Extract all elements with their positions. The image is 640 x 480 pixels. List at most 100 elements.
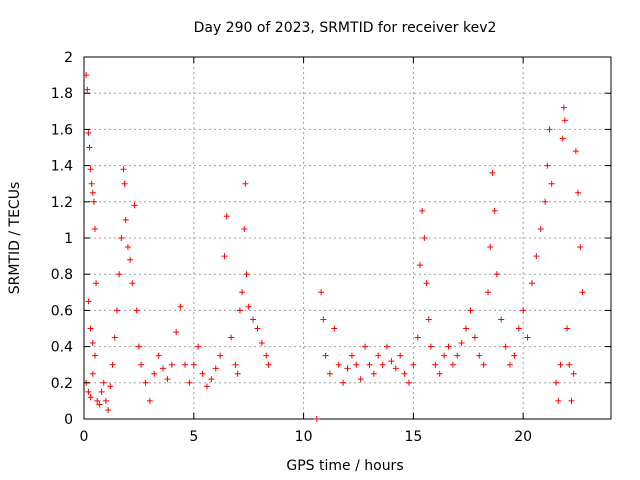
data-point xyxy=(83,72,90,79)
data-point xyxy=(397,352,404,359)
data-point xyxy=(127,256,134,263)
data-point xyxy=(173,329,180,336)
data-point xyxy=(544,162,551,169)
data-point xyxy=(94,397,101,404)
data-point xyxy=(88,180,95,187)
data-point xyxy=(151,370,158,377)
data-point xyxy=(553,379,560,386)
data-point xyxy=(480,361,487,368)
data-point xyxy=(564,325,571,332)
data-point xyxy=(168,361,175,368)
data-point xyxy=(91,352,98,359)
data-point xyxy=(228,334,235,341)
data-point xyxy=(107,383,114,390)
data-point xyxy=(242,180,249,187)
data-point xyxy=(375,352,382,359)
y-tick-label: 1 xyxy=(64,231,73,247)
data-point xyxy=(491,207,498,214)
data-point xyxy=(467,307,474,314)
data-point xyxy=(91,225,98,232)
data-point xyxy=(410,361,417,368)
data-point xyxy=(362,343,369,350)
data-point xyxy=(121,180,128,187)
data-point xyxy=(89,189,96,196)
data-point xyxy=(263,352,270,359)
data-point xyxy=(146,397,153,404)
data-point xyxy=(572,148,579,155)
data-point xyxy=(322,352,329,359)
x-axis-label: GPS time / hours xyxy=(286,458,403,474)
data-point xyxy=(416,262,423,269)
data-point xyxy=(542,198,549,205)
grid-lines xyxy=(84,57,611,419)
data-point xyxy=(331,325,338,332)
data-point xyxy=(458,339,465,346)
data-point xyxy=(487,244,494,251)
x-axis-ticks: 0 5 10 15 20 xyxy=(80,57,532,445)
data-point xyxy=(85,298,92,305)
data-point xyxy=(241,225,248,232)
data-point xyxy=(245,303,252,310)
data-point xyxy=(436,370,443,377)
y-tick-label: 1.8 xyxy=(51,86,73,102)
data-point xyxy=(120,166,127,173)
data-point xyxy=(570,370,577,377)
y-tick-label: 1.6 xyxy=(51,122,73,138)
data-point xyxy=(471,334,478,341)
data-point xyxy=(560,104,567,111)
data-points xyxy=(83,72,586,422)
data-point xyxy=(561,117,568,124)
data-point xyxy=(533,253,540,260)
data-point xyxy=(160,365,167,372)
data-point xyxy=(265,361,272,368)
data-point xyxy=(537,225,544,232)
x-tick-label: 5 xyxy=(189,429,198,445)
data-point xyxy=(555,397,562,404)
data-point xyxy=(84,86,91,93)
data-point xyxy=(320,316,327,323)
data-point xyxy=(118,235,125,241)
data-point xyxy=(122,216,129,223)
y-tick-label: 0.8 xyxy=(51,267,73,283)
data-point xyxy=(405,379,412,386)
data-point xyxy=(254,325,261,332)
data-point xyxy=(105,406,112,413)
data-point xyxy=(357,376,364,383)
data-point xyxy=(335,361,342,368)
data-point xyxy=(86,144,93,151)
y-tick-label: 0.4 xyxy=(51,340,73,356)
data-point xyxy=(388,358,395,365)
data-point xyxy=(93,280,100,287)
y-tick-label: 0 xyxy=(64,412,73,428)
data-point xyxy=(348,352,355,359)
data-point xyxy=(195,343,202,350)
data-point xyxy=(432,361,439,368)
data-point xyxy=(502,343,509,350)
y-tick-label: 0.6 xyxy=(51,303,73,319)
data-point xyxy=(427,343,434,350)
data-point xyxy=(528,280,535,287)
data-point xyxy=(85,130,92,137)
x-tick-label: 15 xyxy=(404,429,422,445)
data-point xyxy=(116,271,123,278)
data-point xyxy=(506,361,513,368)
data-point xyxy=(85,388,92,395)
data-point xyxy=(138,361,145,368)
data-point xyxy=(489,169,496,176)
data-point xyxy=(463,325,470,332)
data-point xyxy=(313,416,320,422)
data-point xyxy=(419,207,426,214)
data-point xyxy=(90,198,97,205)
data-point xyxy=(258,339,265,346)
data-point xyxy=(111,334,118,341)
data-point xyxy=(379,361,386,368)
data-point xyxy=(370,370,377,377)
data-point xyxy=(520,307,527,314)
data-point xyxy=(326,370,333,377)
data-point xyxy=(186,379,193,386)
data-point xyxy=(124,244,131,251)
data-point xyxy=(353,361,360,368)
data-point xyxy=(524,334,531,341)
data-point xyxy=(441,352,448,359)
